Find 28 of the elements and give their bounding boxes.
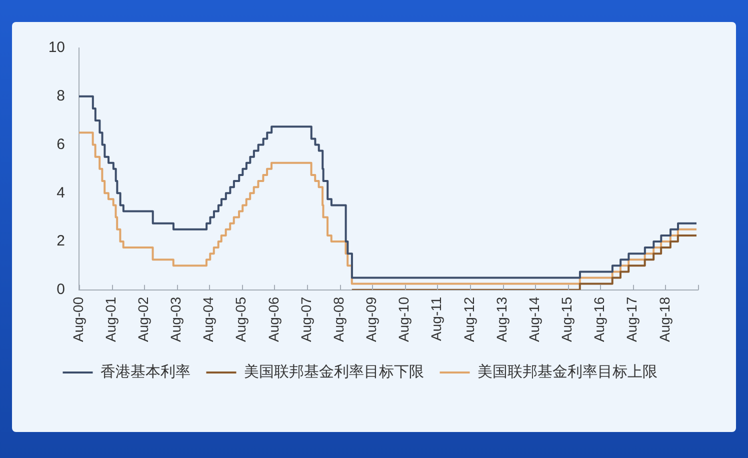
legend-label: 美国联邦基金利率目标上限 xyxy=(477,363,658,380)
x-tick-label: Aug-07 xyxy=(298,296,314,342)
legend-label: 美国联邦基金利率目标下限 xyxy=(244,363,424,380)
x-tick-label: Aug-05 xyxy=(232,296,249,342)
x-tick-label: Aug-13 xyxy=(493,296,510,342)
x-tick-label: Aug-17 xyxy=(624,296,640,342)
x-tick-label: Aug-11 xyxy=(428,296,444,341)
x-tick-label: Aug-06 xyxy=(265,296,282,342)
y-tick-label: 8 xyxy=(56,88,65,105)
x-tick-label: Aug-02 xyxy=(134,296,151,342)
x-tick-label: Aug-00 xyxy=(70,296,86,342)
y-tick-label: 0 xyxy=(56,280,65,298)
legend-label: 香港基本利率 xyxy=(100,363,190,380)
x-tick-label: Aug-12 xyxy=(460,296,477,342)
x-tick-label: Aug-08 xyxy=(330,296,347,342)
x-tick-label: Aug-14 xyxy=(526,296,542,342)
x-tick-label: Aug-18 xyxy=(656,296,672,342)
x-tick-label: Aug-01 xyxy=(102,296,118,342)
x-tick-label: Aug-04 xyxy=(200,296,216,342)
y-tick-label: 2 xyxy=(56,232,65,250)
x-tick-label: Aug-03 xyxy=(168,296,184,342)
y-tick-label: 10 xyxy=(48,39,65,56)
y-tick-label: 6 xyxy=(56,136,65,153)
x-tick-label: Aug-10 xyxy=(396,296,412,342)
x-tick-label: Aug-16 xyxy=(591,296,608,342)
y-tick-label: 4 xyxy=(56,184,65,202)
x-tick-label: Aug-15 xyxy=(558,296,575,342)
x-tick-label: Aug-09 xyxy=(363,296,380,342)
